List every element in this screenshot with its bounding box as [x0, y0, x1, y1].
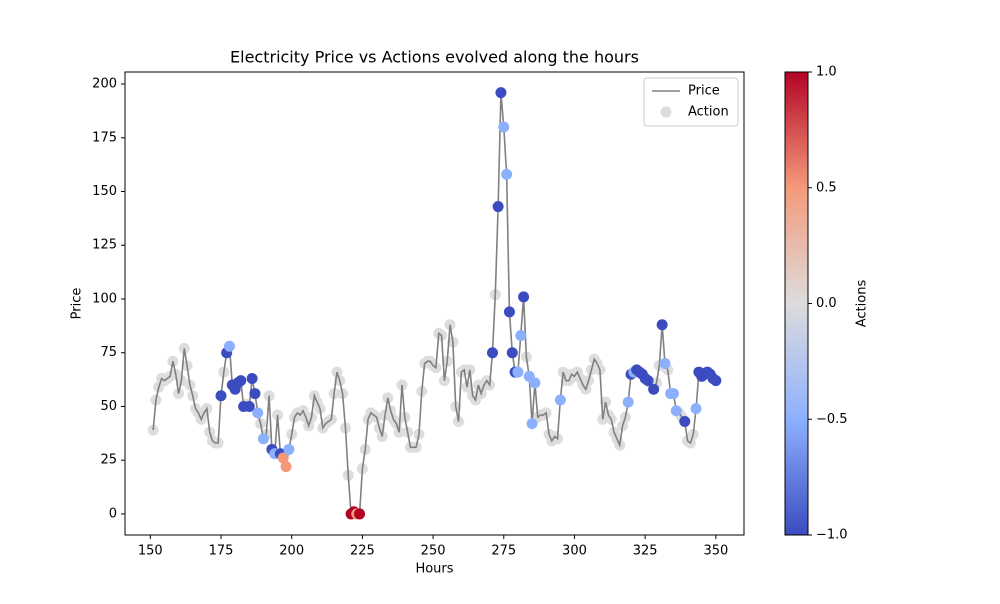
- action-point: [518, 291, 530, 303]
- action-point: [215, 390, 227, 402]
- action-point: [667, 388, 679, 400]
- action-point: [501, 168, 513, 180]
- y-axis-label: Price: [70, 288, 85, 320]
- action-point: [659, 357, 671, 369]
- y-tick-label: 125: [92, 238, 117, 253]
- action-point: [648, 383, 660, 395]
- action-point: [486, 347, 498, 359]
- action-point: [277, 452, 289, 464]
- action-point: [280, 461, 292, 473]
- x-tick-label: 250: [421, 544, 446, 559]
- action-point: [492, 201, 504, 213]
- action-point: [622, 396, 634, 408]
- legend-label: Price: [688, 84, 720, 99]
- action-point: [283, 443, 295, 455]
- legend-dot-key: [660, 106, 672, 118]
- action-point: [252, 407, 264, 419]
- y-tick-label: 175: [92, 130, 117, 145]
- x-tick-label: 225: [350, 544, 375, 559]
- x-tick-label: 350: [703, 544, 728, 559]
- action-point: [354, 508, 366, 520]
- action-point: [498, 121, 510, 133]
- action-point: [515, 330, 527, 342]
- action-point: [495, 87, 507, 99]
- colorbar-tick-label: 1.0: [816, 65, 837, 80]
- action-point: [223, 340, 235, 352]
- y-tick-label: 150: [92, 184, 117, 199]
- x-tick-label: 300: [562, 544, 587, 559]
- legend-label: Action: [688, 105, 729, 120]
- action-point: [147, 424, 159, 436]
- x-tick-label: 275: [491, 544, 516, 559]
- action-point: [235, 375, 247, 387]
- plot-area: [125, 72, 744, 535]
- y-tick-label: 50: [100, 399, 117, 414]
- colorbar-tick-label: 0.0: [816, 296, 837, 311]
- y-tick-label: 25: [100, 453, 117, 468]
- action-point: [246, 373, 258, 385]
- colorbar-tick-label: 0.5: [816, 180, 837, 195]
- x-tick-label: 325: [633, 544, 658, 559]
- x-axis-label: Hours: [415, 562, 453, 577]
- action-point: [526, 418, 538, 430]
- action-point: [554, 394, 566, 406]
- action-point: [642, 375, 654, 387]
- colorbar: [784, 71, 809, 536]
- action-point: [512, 366, 524, 378]
- colorbar-tick-label: −0.5: [816, 412, 848, 427]
- action-point: [679, 416, 691, 428]
- chart-title: Electricity Price vs Actions evolved alo…: [230, 48, 639, 67]
- action-point: [670, 405, 682, 417]
- action-point: [243, 400, 255, 412]
- action-point: [503, 306, 515, 318]
- axes-frame: [124, 71, 745, 536]
- colorbar-tick-label: −1.0: [816, 528, 848, 543]
- action-point: [249, 388, 261, 400]
- action-point: [529, 377, 541, 389]
- action-point: [257, 433, 269, 445]
- x-tick-label: 150: [138, 544, 163, 559]
- y-tick-label: 200: [92, 77, 117, 92]
- action-point: [656, 319, 668, 331]
- action-point: [506, 347, 518, 359]
- y-tick-label: 100: [92, 291, 117, 306]
- colorbar-label: Actions: [855, 280, 870, 328]
- action-point: [690, 403, 702, 415]
- action-point: [710, 375, 722, 387]
- x-tick-label: 175: [209, 544, 234, 559]
- x-tick-label: 200: [279, 544, 304, 559]
- y-tick-label: 75: [100, 345, 117, 360]
- y-tick-label: 0: [109, 506, 117, 521]
